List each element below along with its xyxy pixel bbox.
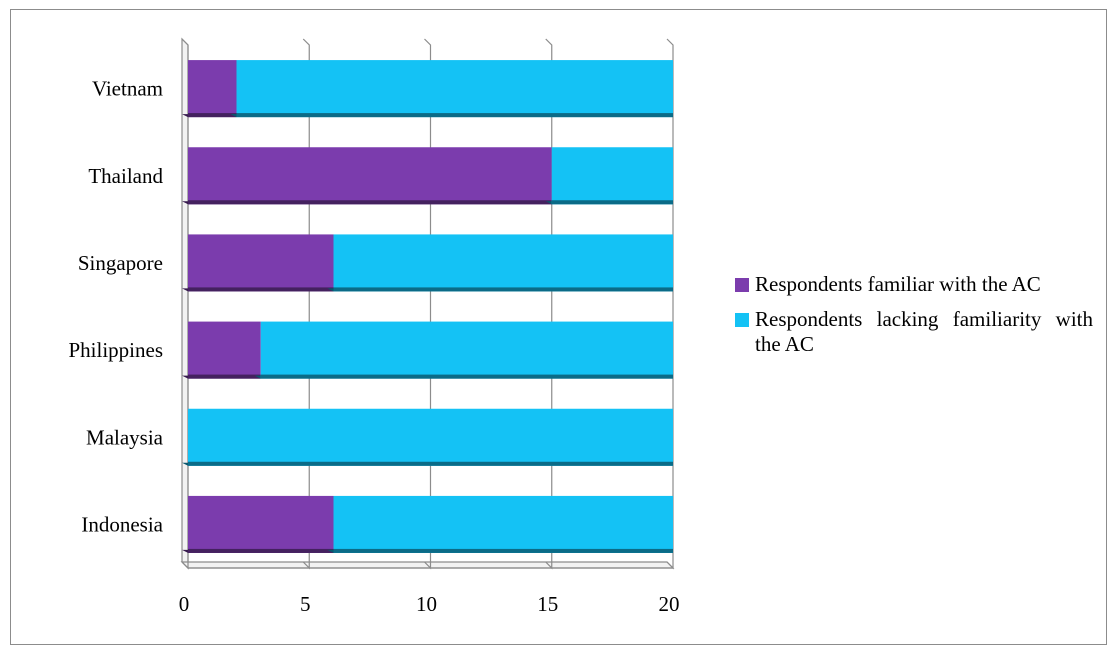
legend-swatch-familiar (735, 278, 749, 292)
legend-label-familiar: Respondents familiar with the AC (755, 272, 1041, 296)
bar-familiar-vietnam (188, 60, 237, 118)
bar-familiar-philippines (188, 321, 261, 379)
bar-lacking-vietnam (236, 60, 673, 118)
bar-edge (188, 461, 673, 466)
category-label-philippines: Philippines (68, 338, 163, 362)
bar-edge (333, 287, 673, 292)
category-label-singapore: Singapore (78, 251, 163, 275)
bar-lacking-malaysia (188, 408, 673, 466)
legend-item-lacking: Respondents lacking familiarity with the… (735, 307, 1093, 357)
label-layer: 0 5 10 15 20 Vietnam Thailand Singapore Philippi… (68, 77, 679, 616)
x-tick-label: 20 (659, 592, 680, 616)
bar-familiar-singapore (188, 234, 334, 292)
grid-layer (180, 37, 675, 570)
bar-lacking-indonesia (333, 495, 673, 553)
bar-lacking-thailand (551, 147, 673, 205)
legend-label-lacking: Respondents lacking familiarity with the… (755, 307, 1093, 356)
bar-edge (188, 287, 334, 292)
gridline-x (302, 38, 310, 570)
bar-lacking-singapore (333, 234, 673, 292)
x-tick-label: 0 (179, 592, 190, 616)
gridline-x (545, 38, 553, 570)
bar-edge (188, 374, 261, 379)
side-wall (181, 37, 189, 570)
x-tick-label: 15 (537, 592, 558, 616)
bar-familiar-indonesia (188, 495, 334, 553)
category-label-thailand: Thailand (88, 164, 163, 188)
bar-lacking-philippines (260, 321, 673, 379)
gridline-x (666, 38, 674, 570)
legend-item-familiar: Respondents familiar with the AC (735, 272, 1093, 297)
bar-edge (188, 548, 334, 553)
bar-edge (188, 113, 237, 118)
bar-edge (333, 548, 673, 553)
bar-layer (182, 60, 673, 553)
bar-edge (236, 113, 673, 118)
x-tick-label: 10 (416, 592, 437, 616)
x-tick-label: 5 (300, 592, 311, 616)
category-label-malaysia: Malaysia (86, 425, 164, 449)
category-label-vietnam: Vietnam (92, 77, 163, 101)
legend: Respondents familiar with the AC Respond… (735, 272, 1093, 367)
bar-edge (551, 200, 673, 205)
category-label-indonesia: Indonesia (81, 512, 163, 536)
bar-edge (188, 200, 552, 205)
bar-edge (260, 374, 673, 379)
gridline-x (424, 38, 432, 570)
bar-familiar-thailand (188, 147, 552, 205)
gridline-x (181, 38, 189, 570)
legend-swatch-lacking (735, 313, 749, 327)
